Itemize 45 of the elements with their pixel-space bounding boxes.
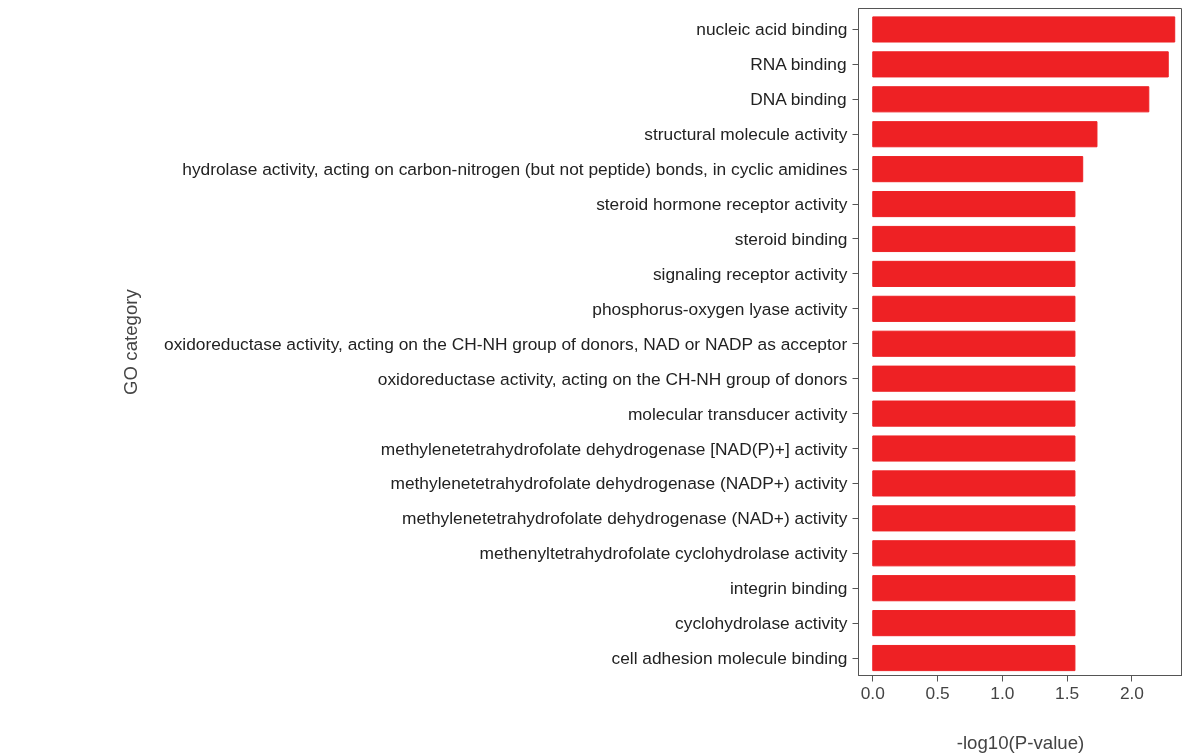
bar (872, 121, 1098, 148)
y-tick-label: phosphorus-oxygen lyase activity (592, 298, 848, 319)
x-tick-label: 0.0 (860, 682, 885, 703)
y-tick-label: nucleic acid binding (696, 19, 848, 40)
y-tick-label: hydrolase activity, acting on carbon-nitrogen (but not peptide) bonds, in cyclic amidines (182, 159, 848, 180)
bar (872, 435, 1076, 462)
x-tick-label: 1.5 (1055, 682, 1080, 703)
x-tick-label: 2.0 (1119, 682, 1145, 703)
bar (872, 156, 1084, 183)
y-tick-label: methylenetetrahydrofolate dehydrogenase (NAD+) activity (402, 508, 848, 529)
y-tick-label: structural molecule activity (644, 124, 848, 145)
bar (872, 51, 1169, 78)
x-axis-title: -log10(P-value) (956, 731, 1085, 753)
y-tick-label: steroid hormone receptor activity (596, 194, 848, 215)
bar (872, 610, 1076, 637)
x-tick-label: 1.0 (990, 682, 1015, 703)
bar (872, 400, 1076, 427)
x-tick-label: 0.5 (925, 682, 950, 703)
y-axis-title: GO category (120, 288, 142, 395)
y-tick-label: signaling receptor activity (652, 263, 848, 284)
bar (872, 365, 1076, 392)
y-tick-label: cyclohydrolase activity (675, 613, 848, 634)
y-tick-label: integrin binding (729, 578, 848, 599)
bar (872, 86, 1150, 113)
bar (872, 330, 1076, 357)
bar (872, 295, 1076, 322)
bar (872, 260, 1076, 287)
bar (872, 644, 1076, 672)
bar (872, 575, 1076, 602)
bar (872, 190, 1076, 218)
y-tick-label: oxidoreductase activity, acting on the CH-NH group of donors (377, 368, 848, 389)
y-tick-label: DNA binding (750, 89, 847, 110)
y-tick-label: cell adhesion molecule binding (611, 648, 848, 669)
bar (872, 225, 1076, 253)
bar (872, 540, 1076, 567)
y-tick-label: steroid binding (734, 228, 848, 249)
y-tick-label: methylenetetrahydrofolate dehydrogenase (NADP+) activity (390, 473, 848, 494)
y-tick-label: methenyltetrahydrofolate cyclohydrolase activity (479, 543, 848, 564)
y-tick-label: methylenetetrahydrofolate dehydrogenase [NAD(P)+] activity (380, 438, 848, 459)
bar (872, 470, 1076, 497)
bar (872, 16, 1176, 43)
y-tick-label: oxidoreductase activity, acting on the CH-NH group of donors, NAD or NADP as acceptor (164, 333, 848, 354)
bar (872, 505, 1076, 532)
y-tick-label: RNA binding (750, 54, 847, 75)
y-tick-label: molecular transducer activity (627, 403, 848, 424)
